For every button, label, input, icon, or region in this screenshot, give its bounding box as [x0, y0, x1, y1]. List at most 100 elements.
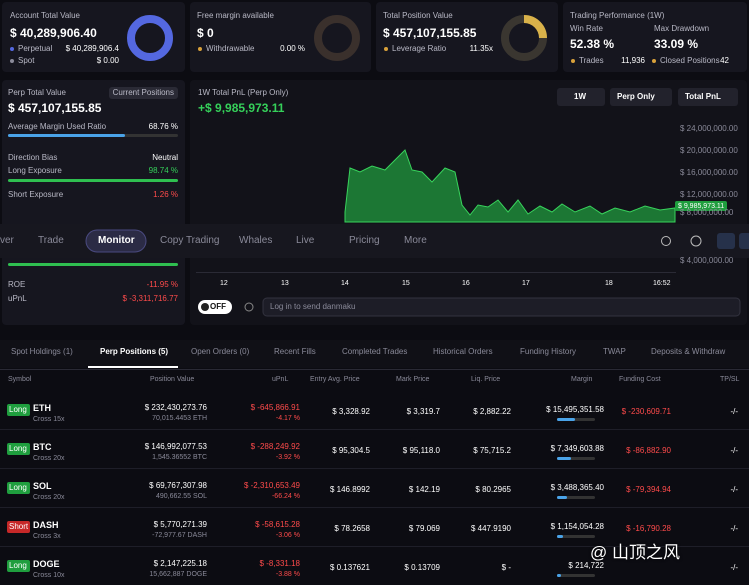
column-header: Symbol	[8, 376, 32, 383]
row-divider	[0, 507, 749, 508]
dropdown[interactable]	[610, 88, 672, 106]
perp-panel	[2, 80, 185, 325]
legend-label: Perpetual	[18, 44, 53, 53]
tp-sl: -/-	[730, 446, 738, 455]
positions-button[interactable]: Current Positions	[108, 87, 178, 99]
card-title: Account Total Value	[10, 11, 80, 20]
upnl-pct: -3.88 %	[275, 571, 300, 578]
margin: $ 15,495,351.58	[546, 405, 604, 414]
dropdown-label[interactable]: 1W	[574, 92, 586, 101]
tab[interactable]: Perp Positions (5)	[100, 347, 169, 356]
position-value: $ 146,992,077.53	[144, 442, 207, 451]
card-value: $ 0	[197, 26, 214, 40]
nav-active	[85, 229, 147, 253]
tab[interactable]: Recent Fills	[274, 347, 316, 356]
watermark: @ 山顶之风	[590, 543, 680, 562]
danmaku-input[interactable]	[262, 297, 741, 317]
y-axis-label: $ 24,000,000.00	[680, 124, 738, 133]
upnl: $ -2,310,653.49	[243, 481, 300, 490]
dropdown-label[interactable]: Perp Only	[617, 92, 655, 101]
liq-price: $ 447.9190	[470, 524, 511, 533]
legend-value: 11,936	[621, 56, 645, 65]
nav-item[interactable]: More	[404, 235, 427, 246]
symbol[interactable]: DASH	[33, 520, 59, 530]
mark-price: $ 142.19	[408, 485, 440, 494]
side-badge	[7, 482, 30, 494]
legend-value: 0.00 %	[280, 44, 305, 53]
dot	[652, 59, 656, 63]
y-axis-label: $ 16,000,000.00	[680, 168, 738, 177]
legend-value: 11.35x	[469, 44, 493, 53]
symbol[interactable]: BTC	[33, 442, 52, 452]
x-axis-label: 16:52	[653, 280, 671, 287]
legend-value: $ 0.00	[96, 56, 119, 65]
margin-fill	[557, 535, 563, 538]
nav-item[interactable]: Copy Trading	[160, 235, 220, 246]
symbol[interactable]: SOL	[33, 481, 52, 491]
nav-item[interactable]: Whales	[239, 235, 273, 246]
x-axis-label: 14	[341, 280, 349, 287]
tab[interactable]: TWAP	[603, 347, 626, 356]
tab[interactable]: Funding History	[520, 347, 577, 356]
dropdown-label[interactable]: Total PnL	[685, 92, 721, 101]
card-value: $ 40,289,906.40	[10, 26, 97, 40]
symbol[interactable]: ETH	[33, 403, 51, 413]
card-title: Free margin available	[197, 11, 274, 20]
row-divider	[0, 546, 749, 547]
position-qty: 70,015.4453 ETH	[152, 415, 207, 422]
nav-item[interactable]: Trade	[38, 235, 64, 246]
nav-item[interactable]: Monitor	[98, 235, 135, 246]
side-label: Long	[9, 405, 27, 414]
toggle-label[interactable]: OFF	[210, 302, 226, 311]
menu-icon[interactable]	[739, 233, 749, 249]
entry-price: $ 95,304.5	[332, 446, 370, 455]
margin: $ 7,349,603.88	[550, 444, 604, 453]
margin: $ 214,722	[568, 561, 604, 570]
search-icon[interactable]	[661, 236, 671, 246]
column-header: Liq. Price	[471, 376, 501, 383]
nav-item[interactable]: Pricing	[349, 235, 380, 246]
stat-label: Short Exposure	[8, 190, 64, 199]
dropdown[interactable]	[678, 88, 738, 106]
stat-value: 52.38 %	[570, 37, 615, 51]
y-axis-label: $ 8,000,000.00	[680, 208, 734, 217]
tab[interactable]: Open Orders (0)	[191, 347, 250, 356]
tab[interactable]: Historical Orders	[433, 347, 493, 356]
upnl-pct: -3.06 %	[275, 532, 300, 539]
stat-label: Average Margin Used Ratio	[8, 122, 107, 131]
nav-item[interactable]: ver	[0, 235, 14, 246]
stat-label: Long Exposure	[8, 166, 62, 175]
axis	[196, 272, 676, 273]
tab[interactable]: Completed Trades	[342, 347, 408, 356]
donut	[127, 15, 173, 61]
margin: $ 1,154,054.28	[550, 522, 604, 531]
position-qty: 15,662,887 DOGE	[149, 571, 207, 578]
tab[interactable]: Spot Holdings (1)	[11, 347, 73, 356]
tp-sl: -/-	[730, 524, 738, 533]
upnl-pct: -4.17 %	[275, 415, 300, 422]
liq-price: $ -	[501, 563, 511, 572]
tp-sl: -/-	[730, 407, 738, 416]
x-axis-label: 15	[402, 280, 410, 287]
stat-value: Neutral	[152, 153, 178, 162]
tp-sl: -/-	[730, 485, 738, 494]
dot	[10, 47, 14, 51]
settings-icon[interactable]	[244, 302, 254, 312]
dropdown[interactable]	[557, 88, 605, 106]
stat-value: 33.09 %	[654, 37, 699, 51]
symbol[interactable]: DOGE	[33, 559, 60, 569]
legend-label: Withdrawable	[206, 44, 255, 53]
globe-icon[interactable]	[690, 235, 702, 247]
divider	[0, 369, 749, 370]
nav-item[interactable]: Live	[296, 235, 315, 246]
mark-price: $ 3,319.7	[406, 407, 440, 416]
position-value: $ 69,767,307.98	[149, 481, 207, 490]
tab[interactable]: Deposits & Withdraw	[651, 347, 726, 356]
download-icon[interactable]	[717, 233, 735, 249]
upnl: $ -8,331.18	[259, 559, 300, 568]
upnl-pct: -3.92 %	[275, 454, 300, 461]
card-value: $ 457,107,155.85	[383, 26, 477, 40]
funding-cost: $ -230,609.71	[621, 407, 671, 416]
